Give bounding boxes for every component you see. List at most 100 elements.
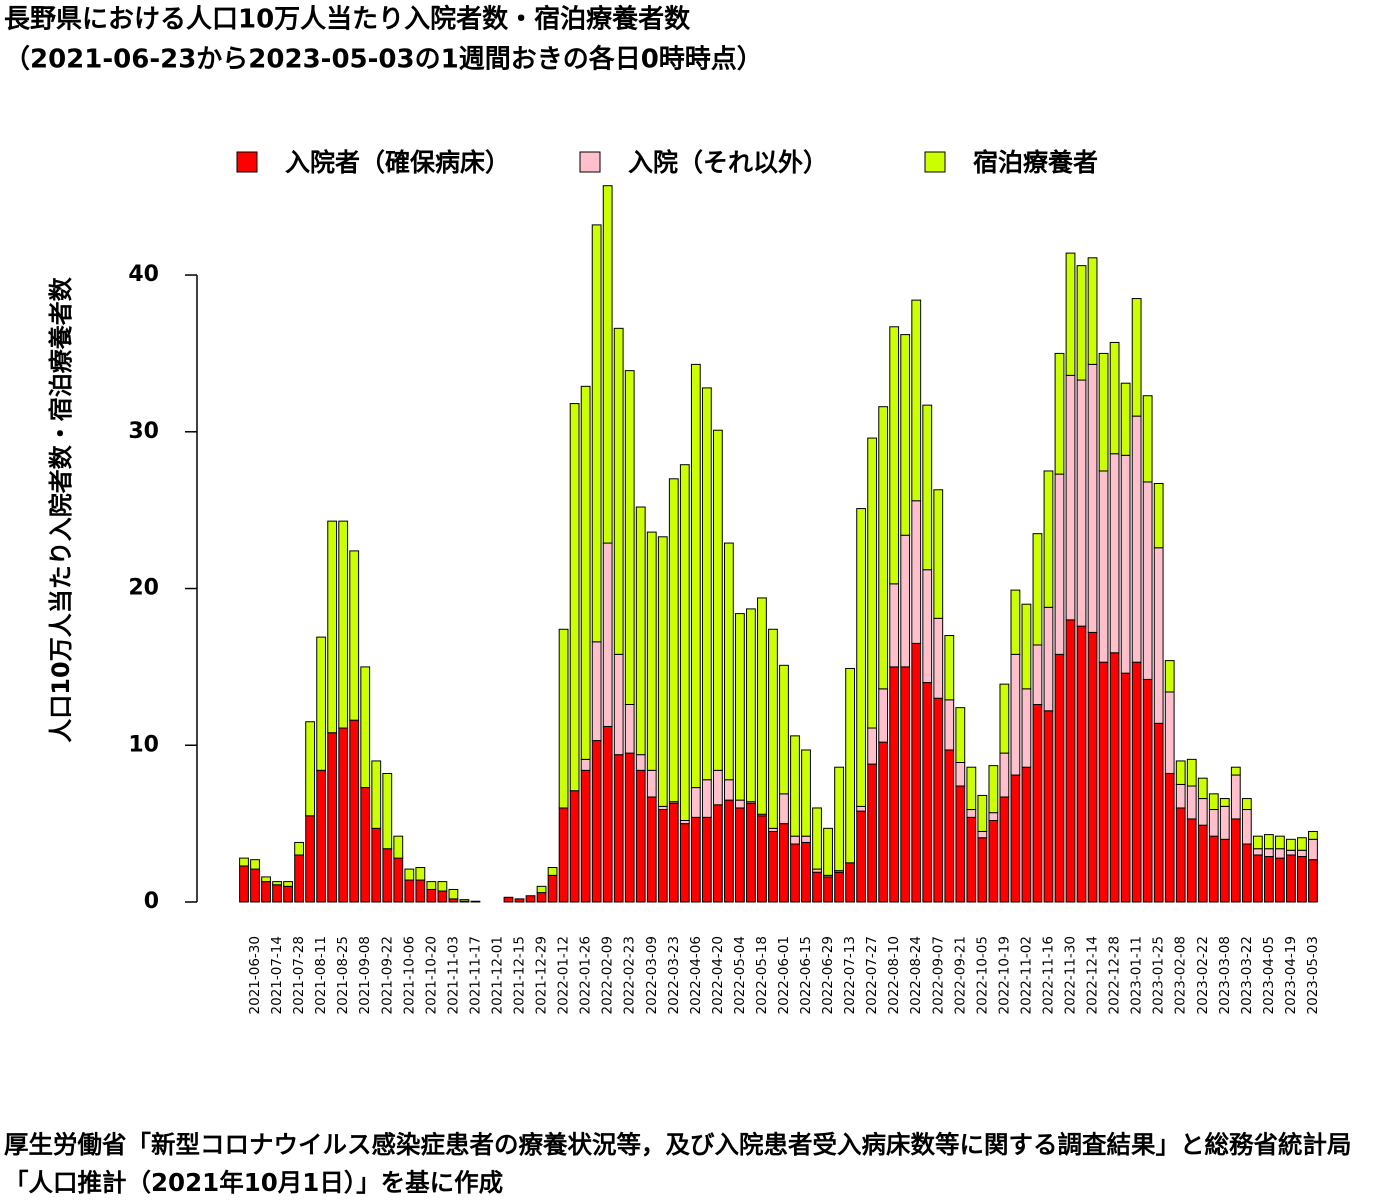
bar-segment	[547, 867, 558, 876]
bar-segment	[1131, 415, 1142, 663]
bar-segment	[933, 617, 944, 699]
bar-segment	[823, 876, 833, 903]
bar-segment	[889, 326, 900, 585]
bar-segment	[250, 859, 260, 870]
bar-segment	[1153, 547, 1164, 724]
x-tick-label: 2022-04-20	[710, 936, 726, 1014]
x-tick-label: 2021-11-03	[445, 936, 461, 1014]
bar-segment	[415, 879, 426, 903]
bar-segment	[1043, 470, 1054, 608]
bar-segment	[922, 404, 933, 571]
bar-segment	[944, 699, 955, 751]
bar-segment	[338, 727, 349, 903]
bar-segment	[569, 790, 580, 903]
bar-segment	[1274, 857, 1285, 903]
bar-segment	[1263, 856, 1274, 903]
bar-segment	[1219, 805, 1230, 840]
bar-segment	[382, 772, 393, 850]
bar-segment	[1021, 688, 1032, 768]
bar-segment	[845, 862, 856, 903]
x-tick-label: 2023-03-08	[1217, 936, 1233, 1014]
bar-segment	[1263, 848, 1274, 858]
y-axis-label: 人口10万人当たり入院者数・宿泊療養者数	[47, 276, 75, 742]
bar-segment	[955, 762, 966, 787]
bar-segment	[801, 835, 811, 843]
bar-segment	[911, 299, 922, 502]
bar-segment	[1175, 807, 1186, 903]
bar-segment	[272, 881, 282, 886]
x-tick-label: 2022-12-14	[1085, 936, 1101, 1014]
chart: 長野県における人口10万人当たり入院者数・宿泊療養者数 （2021-06-23か…	[4, 4, 1321, 1015]
bar-segment	[988, 812, 999, 821]
bar-segment	[1021, 766, 1032, 903]
x-tick-label: 2022-08-24	[908, 936, 924, 1014]
bar-segment	[569, 403, 580, 792]
bar-segment	[591, 641, 602, 742]
legend-swatch	[236, 151, 258, 173]
x-tick-label: 2021-12-01	[489, 936, 505, 1014]
bar-segment	[757, 815, 767, 903]
x-tick-label: 2021-07-14	[269, 936, 285, 1014]
x-tick-label: 2021-08-25	[335, 936, 351, 1014]
bar-segment	[746, 608, 756, 803]
bar-segment	[1032, 704, 1043, 903]
bar-segment	[602, 542, 613, 727]
bar-segment	[1032, 644, 1043, 706]
bar-segment	[1065, 252, 1076, 376]
bar-segment	[613, 653, 624, 756]
bar-segment	[294, 841, 305, 856]
x-tick-label: 2021-09-08	[357, 936, 373, 1014]
bar-segment	[712, 804, 723, 903]
bar-segment	[272, 884, 282, 903]
bar-segment	[536, 885, 547, 894]
bar-segment	[1131, 298, 1142, 417]
bar-segment	[690, 363, 701, 789]
bar-segment	[878, 741, 889, 903]
bar-segment	[1076, 379, 1087, 627]
bar-segment	[1098, 661, 1109, 903]
bar-segment	[1032, 533, 1043, 646]
bar-segment	[867, 437, 878, 729]
bar-segment	[646, 531, 657, 771]
bar-segment	[360, 666, 371, 789]
x-tick-label: 2022-07-13	[842, 936, 858, 1014]
bar-segment	[1131, 661, 1142, 903]
bar-segment	[327, 520, 338, 734]
bar-segment	[900, 334, 911, 536]
bar-segment	[922, 682, 933, 903]
bar-segment	[283, 885, 293, 903]
legend-label: 入院（それ以外）	[628, 148, 828, 177]
bar-segment	[1308, 859, 1318, 903]
x-tick-label: 2023-01-25	[1151, 936, 1167, 1014]
bar-segment	[1076, 265, 1087, 381]
bar-segment	[1142, 481, 1153, 680]
x-tick-label: 2022-05-18	[754, 936, 770, 1014]
x-tick-label: 2022-11-30	[1063, 936, 1079, 1014]
bar-segment	[514, 898, 525, 903]
bar-segment	[1109, 453, 1120, 654]
bar-segment	[999, 752, 1010, 798]
bar-segment	[448, 888, 459, 900]
legend-label: 入院者（確保病床）	[285, 148, 510, 177]
bar-segment	[613, 754, 624, 903]
bar-segment	[790, 835, 800, 845]
bar-segment	[856, 805, 867, 812]
x-tick-label: 2022-11-02	[1018, 936, 1034, 1014]
x-tick-label: 2022-07-27	[864, 936, 880, 1014]
bar-segment	[1208, 809, 1219, 837]
x-tick-label: 2022-02-23	[622, 936, 638, 1014]
bar-segment	[878, 406, 889, 690]
bar-segment	[690, 787, 701, 818]
bar-segment	[911, 500, 922, 644]
bar-segment	[1252, 848, 1263, 856]
bar-segment	[1219, 798, 1230, 807]
bar-segment	[955, 707, 966, 764]
bar-segment	[1043, 606, 1054, 712]
x-tick-label: 2021-08-11	[313, 936, 329, 1014]
bar-segment	[635, 769, 646, 903]
bar-segment	[779, 793, 789, 825]
bar-segment	[360, 787, 371, 903]
bar-segment	[690, 816, 701, 903]
bar-segment	[900, 666, 911, 903]
x-tick-label: 2022-04-06	[688, 936, 704, 1014]
